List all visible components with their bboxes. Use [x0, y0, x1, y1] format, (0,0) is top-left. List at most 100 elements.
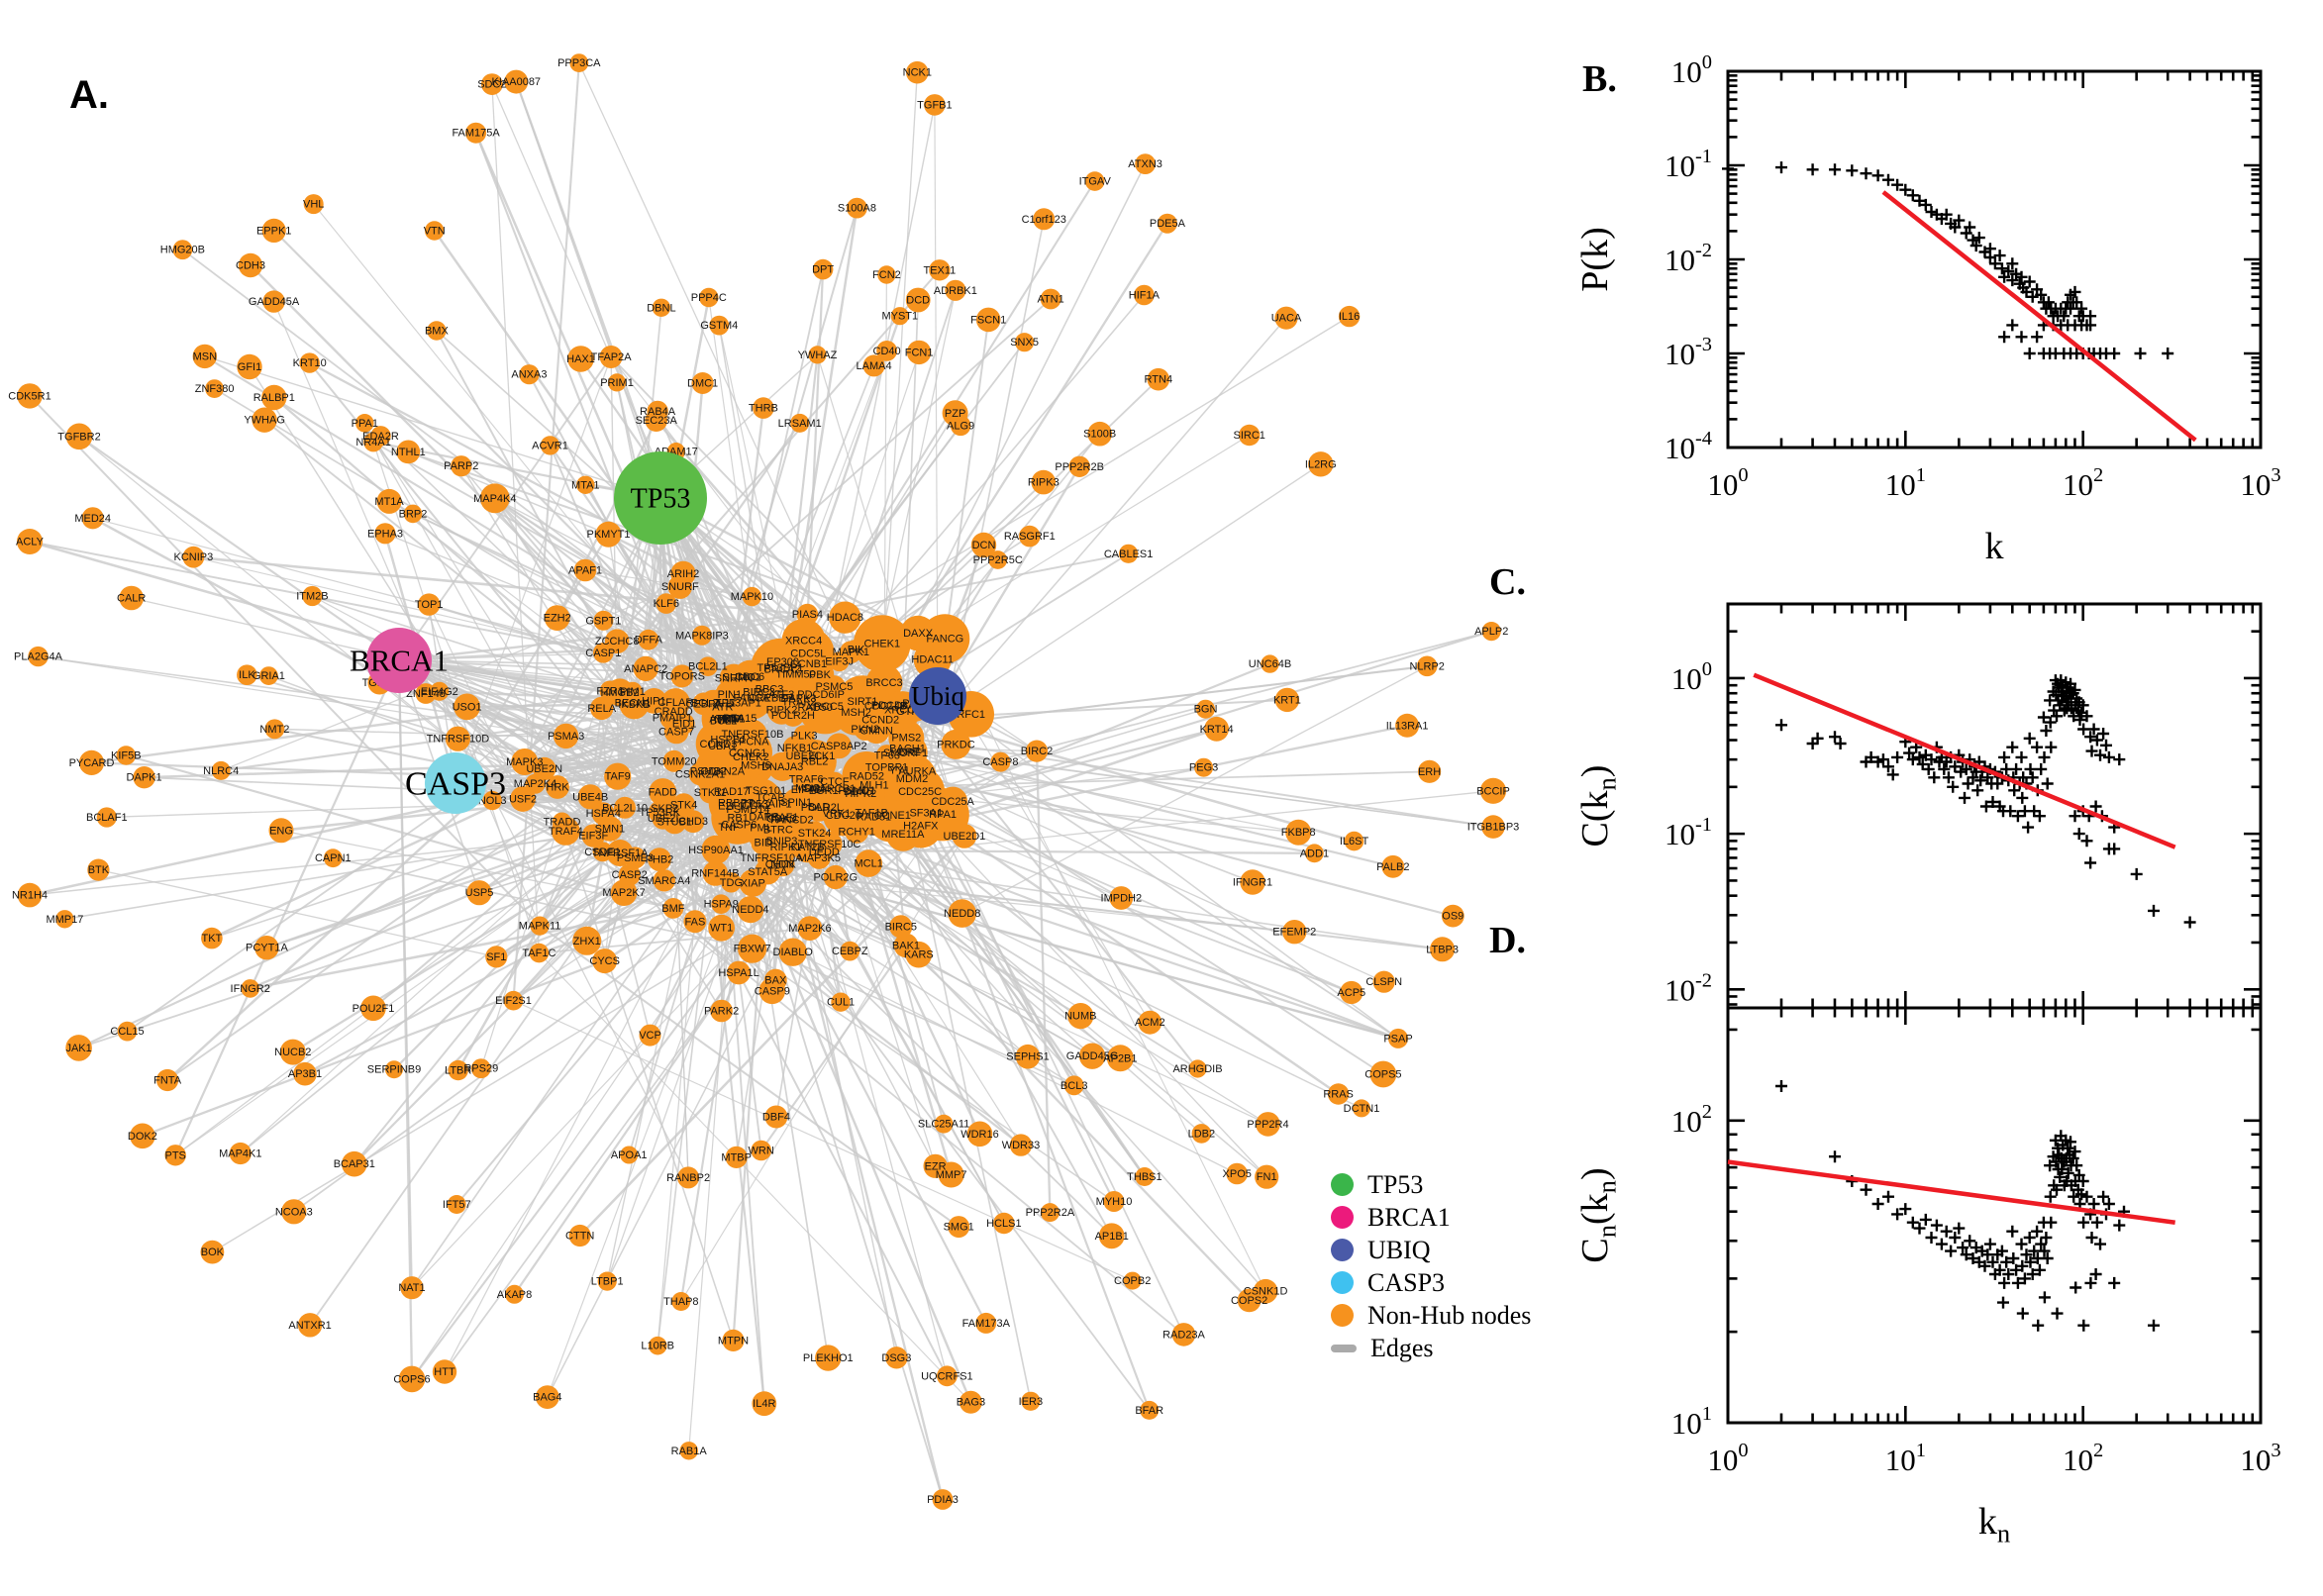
- network-node-label: ILK: [239, 669, 255, 681]
- network-node: [688, 762, 712, 786]
- network-edge: [960, 913, 1151, 1411]
- network-node-label: USP5: [465, 887, 494, 899]
- network-node: [915, 802, 938, 825]
- network-node: [692, 692, 716, 716]
- network-edge: [523, 497, 661, 762]
- network-node: [1416, 655, 1438, 677]
- network-node-label: TNFRSF10A: [741, 852, 804, 864]
- network-node: [671, 1292, 691, 1311]
- network-node-label: CYCS: [589, 955, 620, 967]
- network-node: [647, 400, 668, 423]
- network-node: [479, 483, 510, 514]
- network-node: [78, 749, 105, 776]
- network-node-label: TOP1: [415, 599, 444, 611]
- network-node-label: MAP3K5: [798, 852, 841, 864]
- network-node-label: IFNGR1: [1233, 877, 1272, 889]
- network-node-label: CASP2: [612, 869, 648, 881]
- network-node-label: MAPK8IP3: [675, 630, 729, 642]
- network-node: [862, 717, 890, 745]
- network-node-label: H2AFX: [903, 820, 939, 832]
- network-node-label: RELA: [587, 703, 616, 715]
- network-node-label: MAPK10: [731, 591, 773, 603]
- network-node-label: RANBP2: [666, 1172, 710, 1184]
- network-node-label: IFT57: [443, 1199, 471, 1211]
- network-node-label: GADD45G: [1066, 1050, 1119, 1062]
- network-node: [597, 1271, 617, 1291]
- network-node-label: RIPK3: [1028, 477, 1060, 489]
- network-node-label: PDCD6: [871, 700, 908, 712]
- network-node-label: IKBKB: [618, 699, 650, 711]
- network-node: [1140, 1400, 1160, 1420]
- network-node: [1239, 424, 1261, 447]
- network-node-label: PRIM1: [600, 377, 634, 389]
- network-node: [727, 960, 751, 985]
- network-node: [17, 882, 43, 908]
- network-node: [229, 1142, 252, 1165]
- network-node-label: HIF1A: [1129, 290, 1161, 302]
- casp3-node-swatch-icon: [1331, 1271, 1354, 1294]
- network-node: [653, 869, 675, 892]
- network-node-label: IL16: [1339, 311, 1360, 323]
- network-node-label: FBXW7: [734, 944, 771, 955]
- network-node: [641, 688, 667, 714]
- network-node-label: IL2RG: [1305, 458, 1337, 470]
- network-node-label: C1orf123: [1022, 214, 1066, 226]
- network-node-label: TNF: [718, 822, 740, 834]
- network-node-label: BCL3: [1060, 1080, 1088, 1092]
- network-node: [722, 1329, 745, 1351]
- network-node-label: HSPA9: [704, 899, 739, 911]
- network-node-label: ATRIP: [709, 714, 741, 726]
- network-node-label: NFKB1: [777, 743, 812, 754]
- network-node: [759, 787, 781, 808]
- network-node-label: CRADD: [655, 706, 693, 718]
- network-node-label: PALB2: [1376, 861, 1409, 873]
- network-node-label: EGR1: [809, 785, 839, 797]
- legend-label-non-hub-nodes: Non-Hub nodes: [1367, 1300, 1532, 1330]
- svg-text:10-3: 10-3: [1665, 334, 1712, 371]
- network-node-label: EFEMP2: [1272, 927, 1316, 939]
- network-node-label: FCN2: [872, 269, 901, 281]
- network-node-label: SMARCA4: [638, 875, 690, 887]
- network-node: [595, 521, 622, 548]
- network-node-label: BMX: [425, 326, 450, 338]
- network-node-label: GSPT1: [585, 615, 621, 627]
- network-node-label: FAS: [685, 916, 706, 928]
- network-node: [677, 1166, 700, 1189]
- network-node-label: IL6ST: [1340, 836, 1369, 848]
- network-node: [238, 252, 263, 278]
- network-node: [241, 979, 259, 998]
- network-node-label: PML: [750, 823, 772, 835]
- network-node-label: CCNB1: [790, 658, 827, 670]
- network-node-label: HSPA4: [586, 808, 621, 820]
- network-node-label: BCL2L11: [691, 697, 736, 709]
- panel-c-ticks: [1726, 602, 2263, 1008]
- network-node: [862, 354, 885, 377]
- network-edge: [513, 1000, 1133, 1282]
- network-node-label: OS9: [1442, 911, 1464, 923]
- network-node: [1226, 1162, 1248, 1185]
- network-node-label: BFAR: [1135, 1405, 1163, 1417]
- edges-edge-swatch-icon: [1331, 1344, 1357, 1352]
- network-node-label: PYCARD: [69, 757, 115, 769]
- network-node-label: BCL2: [710, 716, 738, 728]
- network-edge: [659, 496, 919, 635]
- network-node-label: PPP2R2A: [1026, 1207, 1075, 1219]
- network-node: [633, 655, 658, 682]
- network-node-label: BIRC2: [1021, 746, 1053, 757]
- legend-item-tp53: TP53: [1331, 1168, 1531, 1201]
- network-node-label: FKBP8: [1281, 827, 1316, 839]
- network-node: [1261, 654, 1279, 673]
- network-node-label: AP2B1: [1103, 1052, 1137, 1064]
- network-node-label: SF3A1: [909, 808, 943, 820]
- network-node-label: ACVR1: [532, 440, 568, 451]
- network-node-label: NEDD8: [944, 908, 980, 920]
- network-node: [1087, 421, 1112, 447]
- network-node: [1171, 1323, 1196, 1347]
- network-node-label: STUB1: [657, 817, 692, 829]
- svg-text:100: 100: [1671, 51, 1712, 89]
- svg-text:101: 101: [1671, 1403, 1712, 1441]
- network-node-label: AKAP8: [497, 1289, 532, 1301]
- network-node-label: UBE2C: [785, 750, 822, 762]
- network-node-label: MYH10: [1096, 1196, 1133, 1208]
- network-node: [1015, 1044, 1041, 1069]
